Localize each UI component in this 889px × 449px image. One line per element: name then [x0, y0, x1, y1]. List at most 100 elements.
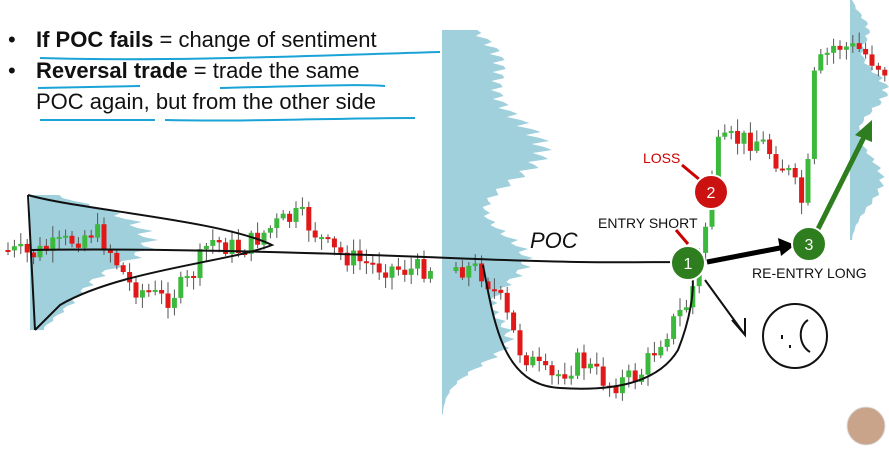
- candle-body: [344, 252, 350, 266]
- candle-body: [555, 374, 561, 377]
- candle-body: [728, 130, 734, 133]
- presenter-avatar: [846, 406, 886, 446]
- bullet: • If POC fails = change of sentiment: [8, 27, 377, 52]
- candle-body: [11, 246, 17, 251]
- candle-body: [747, 132, 753, 151]
- bullet-text: = change of sentiment: [159, 27, 377, 52]
- candle-body: [786, 167, 792, 171]
- candle-body: [184, 275, 190, 278]
- candle-body: [882, 69, 888, 76]
- candle-body: [453, 267, 459, 271]
- candle-body: [568, 375, 574, 379]
- candle-body: [139, 290, 145, 298]
- candle-body: [779, 168, 785, 171]
- candle-body: [722, 132, 728, 137]
- candle-body: [581, 352, 587, 369]
- marker-label: 2: [707, 185, 716, 202]
- candle-body: [248, 232, 254, 254]
- candle-body: [850, 43, 856, 47]
- candle-body: [280, 213, 286, 219]
- candle-body: [466, 265, 472, 278]
- candle-body: [101, 224, 107, 251]
- candle-body: [715, 136, 721, 178]
- candle-body: [152, 290, 158, 293]
- candle-body: [626, 370, 632, 378]
- candle-body: [498, 289, 504, 293]
- arrowhead: [778, 238, 795, 256]
- candle-body: [408, 268, 414, 275]
- profile-outline: [27, 194, 275, 331]
- candle-body: [754, 141, 760, 151]
- candle-body: [210, 239, 216, 246]
- candle-body: [536, 356, 542, 361]
- candle-body: [306, 206, 312, 231]
- candle-body: [389, 266, 395, 278]
- candle-body: [261, 232, 267, 245]
- candle-body: [415, 259, 421, 269]
- underlines: [37, 51, 441, 122]
- candle-body: [824, 52, 830, 55]
- candle-body: [242, 252, 248, 255]
- candle-body: [18, 243, 24, 247]
- candle-body: [511, 312, 517, 331]
- candle-body: [31, 252, 37, 258]
- candle-body: [421, 259, 427, 279]
- candle-body: [863, 48, 869, 55]
- candles: [5, 32, 888, 401]
- candle-body: [370, 262, 376, 265]
- candle-body: [600, 366, 606, 386]
- candle-body: [63, 235, 69, 238]
- candle-body: [178, 276, 184, 298]
- candle-body: [351, 250, 357, 266]
- candle-body: [671, 316, 677, 339]
- bullet: • Reversal trade = trade the same POC aga…: [8, 58, 376, 114]
- candle-body: [171, 297, 177, 308]
- volume-profile: [30, 195, 159, 330]
- candle-body: [133, 282, 139, 298]
- candle-body: [831, 45, 837, 53]
- candle-body: [319, 237, 325, 240]
- red-arrows: [674, 163, 701, 245]
- candle-body: [651, 353, 657, 356]
- candle-body: [75, 243, 81, 248]
- candle-body: [50, 237, 56, 251]
- candle-body: [658, 346, 664, 356]
- marker: [791, 226, 827, 262]
- candle-body: [191, 275, 197, 279]
- candle-body: [216, 239, 222, 243]
- candle-body: [869, 54, 875, 66]
- candle-body: [69, 235, 75, 244]
- candle-body: [229, 239, 235, 254]
- candle-body: [837, 45, 843, 50]
- candle-body: [114, 252, 120, 266]
- candle-body: [82, 235, 88, 248]
- bullet-text: = trade the same POC again, but from the…: [36, 58, 376, 114]
- candle-body: [799, 177, 805, 203]
- candle-body: [363, 261, 369, 264]
- candle-body: [587, 363, 593, 369]
- candle-body: [274, 218, 280, 229]
- candle-body: [43, 245, 49, 251]
- candle-body: [645, 353, 651, 375]
- candle-body: [107, 250, 113, 253]
- candle-body: [159, 290, 165, 294]
- candle-body: [299, 206, 305, 209]
- candle-body: [517, 330, 523, 356]
- long-arrow: [812, 133, 868, 237]
- candle-body: [357, 250, 363, 262]
- candle-body: [146, 290, 152, 293]
- arrowhead: [855, 120, 872, 142]
- candle-body: [120, 265, 126, 273]
- candle-body: [613, 386, 619, 394]
- candle-body: [56, 236, 62, 239]
- candle-body: [562, 374, 568, 379]
- candle-body: [792, 167, 798, 178]
- candle-body: [760, 139, 766, 142]
- candle-body: [856, 43, 862, 49]
- candle-body: [530, 356, 536, 366]
- marker: [670, 245, 706, 281]
- candle-body: [549, 365, 555, 376]
- candle-body: [575, 352, 581, 376]
- poc-line: [29, 248, 691, 264]
